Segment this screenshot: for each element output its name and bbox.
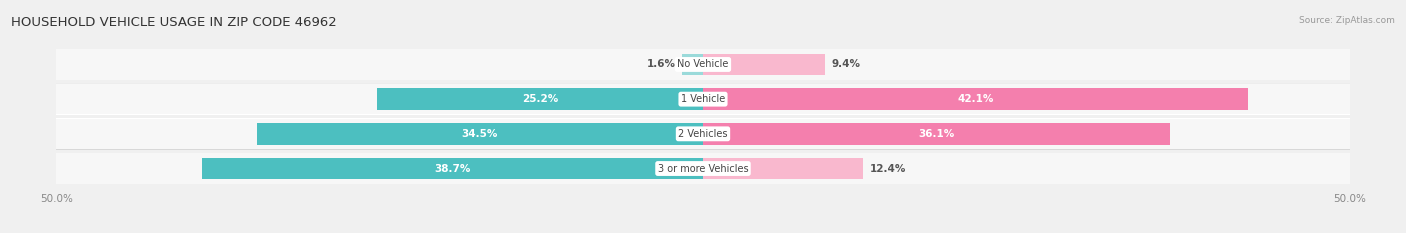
Bar: [682, 54, 703, 75]
Bar: [56, 49, 1350, 80]
Text: No Vehicle: No Vehicle: [678, 59, 728, 69]
Text: Source: ZipAtlas.com: Source: ZipAtlas.com: [1299, 16, 1395, 25]
Text: 34.5%: 34.5%: [461, 129, 498, 139]
Bar: [703, 54, 824, 75]
Bar: [703, 158, 863, 179]
Text: 2 Vehicles: 2 Vehicles: [678, 129, 728, 139]
Bar: [56, 84, 1350, 114]
Bar: [377, 88, 703, 110]
Bar: [56, 153, 1350, 184]
Text: HOUSEHOLD VEHICLE USAGE IN ZIP CODE 46962: HOUSEHOLD VEHICLE USAGE IN ZIP CODE 4696…: [11, 16, 337, 29]
Bar: [257, 123, 703, 145]
Bar: [703, 123, 1170, 145]
Text: 38.7%: 38.7%: [434, 164, 471, 174]
Bar: [56, 48, 1350, 80]
Bar: [56, 153, 1350, 185]
Text: 3 or more Vehicles: 3 or more Vehicles: [658, 164, 748, 174]
Text: 9.4%: 9.4%: [831, 59, 860, 69]
Text: 1.6%: 1.6%: [647, 59, 676, 69]
Bar: [202, 158, 703, 179]
Text: 42.1%: 42.1%: [957, 94, 994, 104]
Text: 36.1%: 36.1%: [918, 129, 955, 139]
Bar: [56, 119, 1350, 149]
Bar: [56, 49, 1350, 80]
Text: 12.4%: 12.4%: [870, 164, 907, 174]
Text: 1 Vehicle: 1 Vehicle: [681, 94, 725, 104]
Text: 25.2%: 25.2%: [522, 94, 558, 104]
Bar: [703, 88, 1247, 110]
Bar: [56, 153, 1350, 184]
Bar: [56, 118, 1350, 149]
Bar: [56, 84, 1350, 115]
Bar: [56, 83, 1350, 115]
Bar: [56, 118, 1350, 150]
